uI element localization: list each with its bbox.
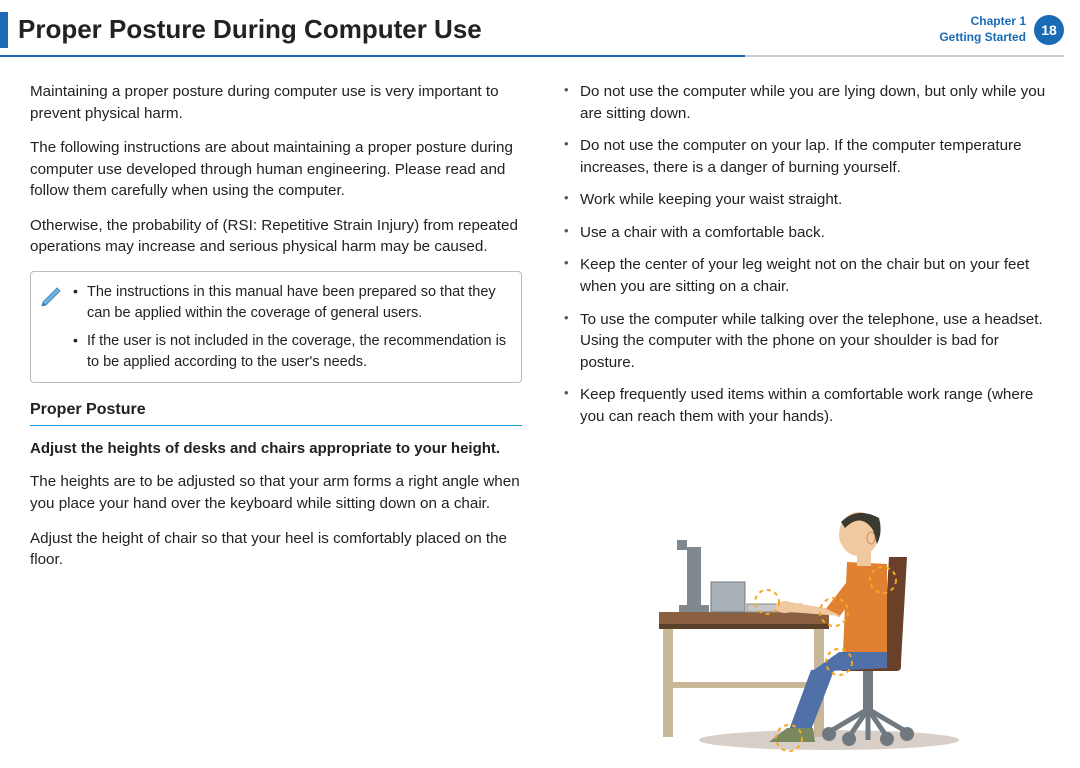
- header-accent-bar: [0, 12, 8, 48]
- bullet-item: Keep frequently used items within a comf…: [558, 384, 1050, 427]
- content-columns: Maintaining a proper posture during comp…: [0, 57, 1080, 768]
- posture-bullet-list: Do not use the computer while you are ly…: [558, 81, 1050, 428]
- right-column: Do not use the computer while you are ly…: [558, 81, 1050, 752]
- body-p5: Adjust the height of chair so that your …: [30, 528, 522, 571]
- page-number-badge: 18: [1034, 15, 1064, 45]
- intro-p3: Otherwise, the probability of (RSI: Repe…: [30, 215, 522, 258]
- left-column: Maintaining a proper posture during comp…: [30, 81, 522, 752]
- page-header: Proper Posture During Computer Use Chapt…: [0, 0, 1080, 51]
- bullet-item: Do not use the computer on your lap. If …: [558, 135, 1050, 178]
- header-meta: Chapter 1 Getting Started 18: [939, 14, 1064, 45]
- intro-p1: Maintaining a proper posture during comp…: [30, 81, 522, 124]
- bullet-item: Keep the center of your leg weight not o…: [558, 254, 1050, 297]
- chapter-info: Chapter 1 Getting Started: [939, 14, 1026, 45]
- note-item: The instructions in this manual have bee…: [73, 282, 509, 323]
- body-p4: The heights are to be adjusted so that y…: [30, 471, 522, 514]
- posture-illustration: [558, 452, 1050, 752]
- bullet-item: To use the computer while talking over t…: [558, 309, 1050, 374]
- note-item: If the user is not included in the cover…: [73, 331, 509, 372]
- page-title: Proper Posture During Computer Use: [18, 14, 939, 45]
- note-icon: [39, 282, 65, 308]
- bullet-item: Use a chair with a comfortable back.: [558, 222, 1050, 244]
- sub-heading: Adjust the heights of desks and chairs a…: [30, 438, 522, 459]
- intro-p2: The following instructions are about mai…: [30, 137, 522, 202]
- bullet-item: Do not use the computer while you are ly…: [558, 81, 1050, 124]
- chapter-name: Getting Started: [939, 30, 1026, 46]
- section-heading: Proper Posture: [30, 399, 522, 426]
- bullet-item: Work while keeping your waist straight.: [558, 189, 1050, 211]
- note-list: The instructions in this manual have bee…: [73, 282, 509, 372]
- chapter-number: Chapter 1: [939, 14, 1026, 30]
- note-box: The instructions in this manual have bee…: [30, 271, 522, 383]
